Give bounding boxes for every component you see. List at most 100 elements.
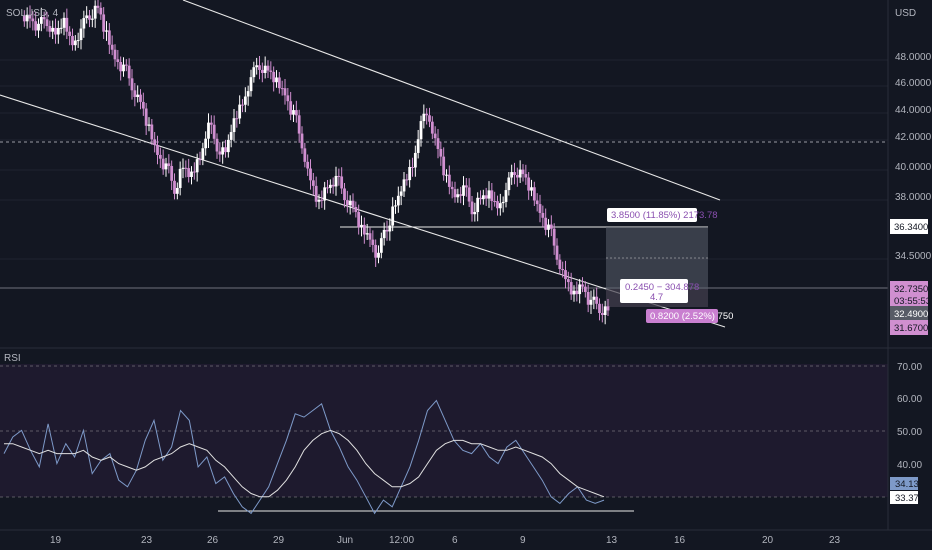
- candle-body: [226, 139, 230, 153]
- candle-body: [337, 175, 341, 177]
- candle-body: [544, 217, 548, 230]
- candle-body: [581, 284, 584, 287]
- candle-body: [269, 70, 273, 72]
- price-tick: 38.0000: [895, 192, 932, 203]
- candle-body: [195, 159, 199, 173]
- candle-body: [425, 113, 429, 116]
- candle-body: [54, 27, 57, 35]
- candle-body: [317, 199, 321, 202]
- candle-body: [102, 14, 106, 32]
- candle-body: [385, 229, 389, 232]
- candle-body: [600, 313, 604, 315]
- time-label: 20: [762, 535, 774, 546]
- candle-body: [68, 31, 72, 36]
- rsi-pane: [3, 399, 605, 515]
- candle-body: [558, 259, 562, 269]
- candle-body: [306, 161, 310, 169]
- candle-body: [360, 224, 363, 228]
- candle-body: [328, 184, 332, 188]
- candle-body: [436, 138, 440, 149]
- measure-label-lower: 0.8200 (2.52%) 750: [646, 309, 733, 323]
- candle-body: [473, 212, 477, 215]
- price-tick: 46.0000: [895, 78, 932, 89]
- candle-body: [289, 101, 293, 115]
- candle-body: [147, 124, 151, 126]
- candle-body: [235, 118, 239, 120]
- time-label: 13: [606, 535, 618, 546]
- channel-lower-trendline[interactable]: [0, 94, 726, 328]
- candle-body: [25, 14, 29, 22]
- candle-body: [164, 163, 168, 170]
- price-tick: 44.0000: [895, 105, 932, 116]
- candle-body: [192, 171, 196, 173]
- candle-body: [323, 187, 327, 201]
- price-tag-level-low: 31.6700: [890, 320, 928, 335]
- candle-body: [48, 26, 52, 32]
- candle-body: [39, 17, 43, 24]
- candle-body: [507, 177, 511, 191]
- rsi-tick: 40.00: [897, 460, 922, 471]
- measure-lower-text: 0.8200 (2.52%) 750: [650, 311, 733, 322]
- candle-body: [93, 5, 97, 19]
- rsi-band: [0, 364, 888, 497]
- candle-body: [294, 110, 298, 116]
- candle-body: [31, 18, 35, 22]
- svg-text:32.7350: 32.7350: [894, 284, 928, 295]
- candle-body: [575, 290, 579, 295]
- candle-body: [405, 179, 409, 181]
- candle-body: [394, 205, 397, 207]
- candle-body: [589, 299, 593, 305]
- rsi-tick: 70.00: [897, 362, 922, 373]
- price-tag-level-high: 36.3400: [890, 219, 928, 234]
- measure-mid-text-1: 0.2450 − 304.878: [625, 282, 699, 293]
- rsi-indicator-label[interactable]: RSI: [4, 353, 21, 364]
- candle-body: [215, 138, 219, 152]
- candle-body: [122, 64, 125, 72]
- candle-body: [150, 124, 154, 140]
- candle-body: [527, 177, 531, 191]
- candle-body: [433, 133, 437, 139]
- candle-body: [204, 138, 208, 149]
- candle-body: [173, 180, 176, 194]
- candle-body: [127, 65, 131, 79]
- candle-body: [170, 166, 174, 181]
- candle-body: [368, 233, 372, 240]
- candle-body: [498, 203, 502, 209]
- time-label: 16: [674, 535, 686, 546]
- candle-body: [496, 201, 499, 209]
- candle-body: [62, 17, 66, 28]
- candle-body: [212, 124, 216, 139]
- candle-body: [442, 156, 446, 176]
- candles: [22, 0, 610, 325]
- candle-body: [252, 67, 256, 78]
- candle-body: [255, 65, 259, 68]
- candle-body: [578, 284, 582, 295]
- candle-body: [113, 49, 117, 60]
- symbol-label[interactable]: SOLUSD, 4: [6, 8, 59, 19]
- channel-upper-trendline[interactable]: [182, 0, 721, 201]
- candle-body: [541, 212, 545, 218]
- candle-body: [450, 186, 454, 190]
- candle-body: [42, 17, 46, 20]
- candle-body: [22, 15, 26, 22]
- candle-body: [82, 18, 86, 29]
- candle-body: [504, 190, 508, 202]
- rsi-value-tag: 34.13: [890, 477, 919, 490]
- candle-body: [283, 88, 287, 96]
- candle-body: [572, 290, 576, 295]
- candle-body: [459, 194, 463, 196]
- candle-body: [515, 175, 519, 178]
- candle-body: [354, 207, 358, 213]
- measure-label-upper: 3.8500 (11.85%) 2173.78: [607, 208, 718, 222]
- candle-body: [119, 61, 123, 72]
- time-label: 19: [50, 535, 62, 546]
- candle-body: [85, 15, 89, 19]
- candle-body: [76, 40, 80, 42]
- rsi-line: [3, 399, 605, 515]
- candle-body: [362, 224, 366, 235]
- candle-body: [130, 78, 134, 91]
- candle-body: [275, 77, 278, 83]
- candle-body: [45, 19, 49, 27]
- candle-body: [116, 59, 120, 62]
